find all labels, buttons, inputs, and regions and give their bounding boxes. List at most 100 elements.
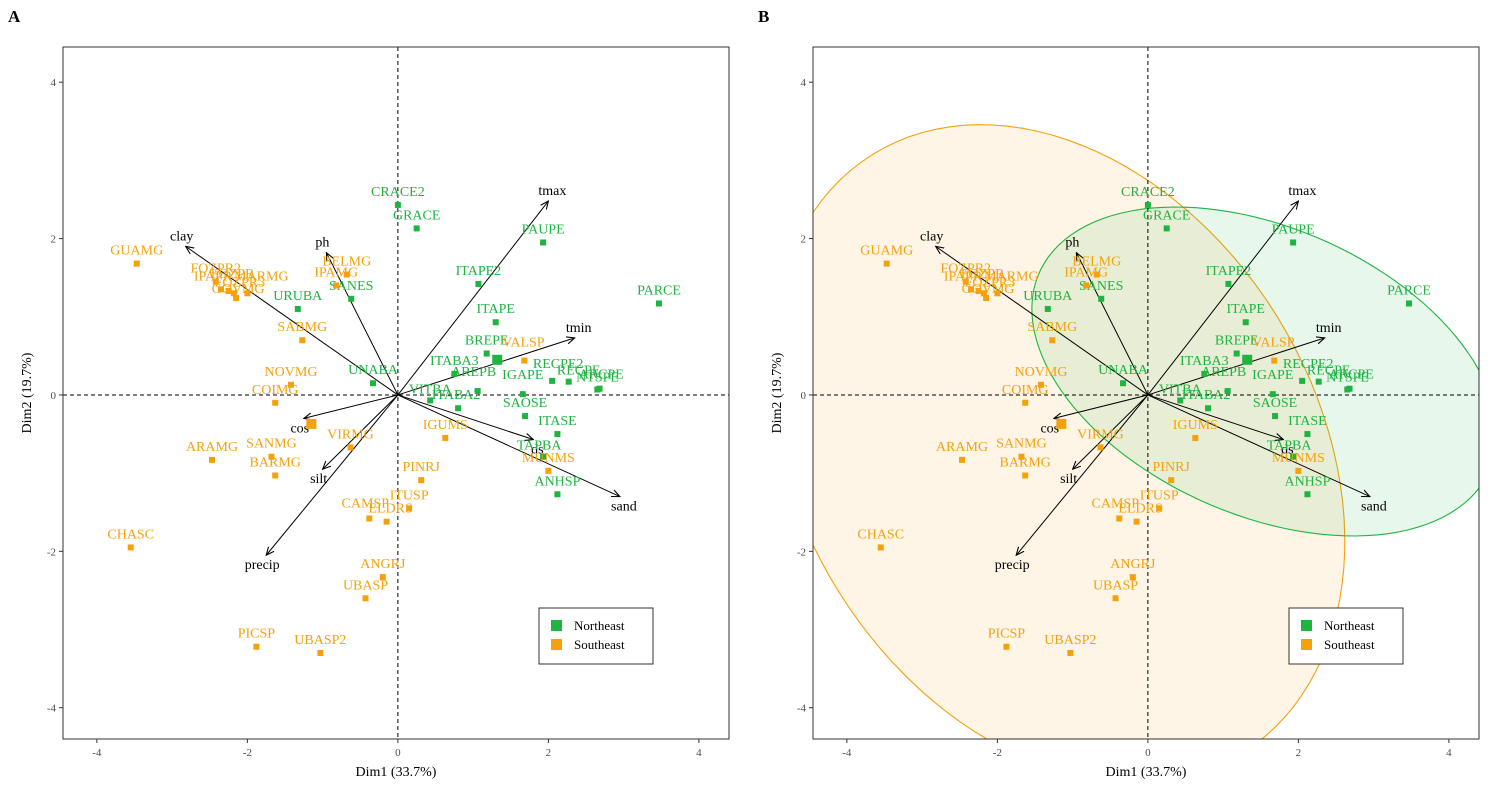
point-GRACE [413,225,420,232]
y-tick-label: 2 [51,234,57,246]
point-label-ITAPE: ITAPE [476,302,515,317]
point-CHASC [877,544,884,551]
vector-silt [1073,394,1149,469]
point-label-ANHSP: ANHSP [534,474,580,489]
point-SANES [348,295,355,302]
point-URUBA [294,305,301,312]
x-tick-label: 0 [1145,747,1151,759]
vector-label-ph: ph [315,236,329,251]
point-CHASC [127,544,134,551]
point-UBASP [1112,595,1119,602]
legend-label-southeast: Southeast [574,637,625,652]
plot-frame [812,46,1480,740]
point-UBASP2 [317,649,324,656]
point-label-PAUPE: PAUPE [522,222,565,237]
point-label-VALSP: VALSP [1252,336,1295,351]
point-RECPE [565,378,572,385]
point-label-NTSPE: NTSPE [1326,371,1369,386]
point-label-CHASC: CHASC [107,527,154,542]
x-axis-label: Dim1 (33.7%) [356,765,437,780]
point-label-GUAMG: GUAMG [860,244,913,259]
point-label-UBASP2: UBASP2 [1044,633,1096,648]
x-tick-label: 0 [395,747,401,759]
point-SANMG [268,453,275,460]
vector-label-precip: precip [995,558,1030,573]
vector-cos [1054,394,1149,418]
point-label-SABMG: SABMG [277,320,327,335]
point-GUAMG [883,260,890,267]
point-label-ITASE: ITASE [538,414,577,429]
point-SAOSE [1272,413,1279,420]
point-ELDRS [383,518,390,525]
y-tick-label: 2 [801,234,807,246]
y-tick-label: 4 [51,77,57,89]
point-MARMG [994,290,1001,297]
x-tick-label: -4 [842,747,852,759]
point-ITABA3 [1201,370,1208,377]
vector-tmin [1147,338,1325,396]
legend: Northeast Southeast [1288,607,1404,665]
x-tick-label: 2 [546,747,552,759]
centroid-northeast [492,354,503,365]
y-axis-label: Dim2 (19.7%) [770,352,785,433]
point-RECPE2 [1299,377,1306,384]
point-label-ARCPE: ARCPE [1329,367,1374,382]
vector-label-clay: clay [920,229,943,244]
point-label-PINRJ: PINRJ [403,460,441,475]
point-label-ARCPE: ARCPE [579,367,624,382]
point-label-ITAPE: ITAPE [1226,302,1265,317]
point-FOZPR2 [212,278,219,285]
x-tick-label: -4 [92,747,102,759]
point-PAUPE [1290,239,1297,246]
y-tick-label: 0 [801,390,807,402]
point-GUAMG [133,260,140,267]
vector-tmin [397,338,575,396]
point-label-SANES: SANES [329,279,373,294]
point-VIRMG [347,444,354,451]
vector-label-tmin: tmin [566,321,592,336]
point-label-NOVMG: NOVMG [1015,365,1068,380]
x-tick-label: 4 [1446,747,1452,759]
point-SANMG [1018,453,1025,460]
legend-swatch-northeast [1301,620,1312,631]
point-GOVMG [983,294,990,301]
vector-precip [266,394,399,555]
vector-sand [397,394,620,497]
confidence-ellipse-southeast [813,124,1346,739]
point-ITUSP [1156,505,1163,512]
point-label-UNABA: UNABA [1098,363,1149,378]
point-label-ARAMG: ARAMG [936,440,988,455]
point-label-IGAPE: IGAPE [502,368,543,383]
point-label-GRACE: GRACE [1143,208,1190,223]
point-label-ITAPE2: ITAPE2 [1206,264,1252,279]
vector-label-cos: cos [290,421,309,436]
point-SAOSE [522,413,529,420]
legend-swatch-southeast [551,639,562,650]
point-label-BREPE: BREPE [1215,334,1259,349]
point-label-FOZPR3: FOZPR3 [215,275,266,290]
centroid-southeast [306,418,317,429]
x-tick-label: -2 [993,747,1002,759]
point-IPAPR [968,286,975,293]
vector-label-clay: clay [170,229,193,244]
legend-swatch-northeast [551,620,562,631]
point-ITABA2 [455,405,462,412]
point-AREPB [1224,388,1231,395]
point-ANHSP [1304,491,1311,498]
point-BARMG [1022,472,1029,479]
point-PINRJ [418,477,425,484]
point-IPAMG [1083,282,1090,289]
point-label-CRACE2: CRACE2 [1121,185,1175,200]
point-label-SANMG: SANMG [246,437,297,452]
point-label-GOVMG: GOVMG [212,282,265,297]
point-label-ANHSP: ANHSP [1284,474,1330,489]
point-FOZPR2 [962,278,969,285]
point-PICSP [253,643,260,650]
point-label-SANMG: SANMG [996,437,1047,452]
legend-label-northeast: Northeast [1324,618,1375,633]
point-TAPBA [540,453,547,460]
point-SANES [1098,295,1105,302]
point-label-COIMG: COIMG [252,383,299,398]
point-label-RECPE: RECPE [1307,364,1351,379]
point-label-UNABA: UNABA [348,363,399,378]
